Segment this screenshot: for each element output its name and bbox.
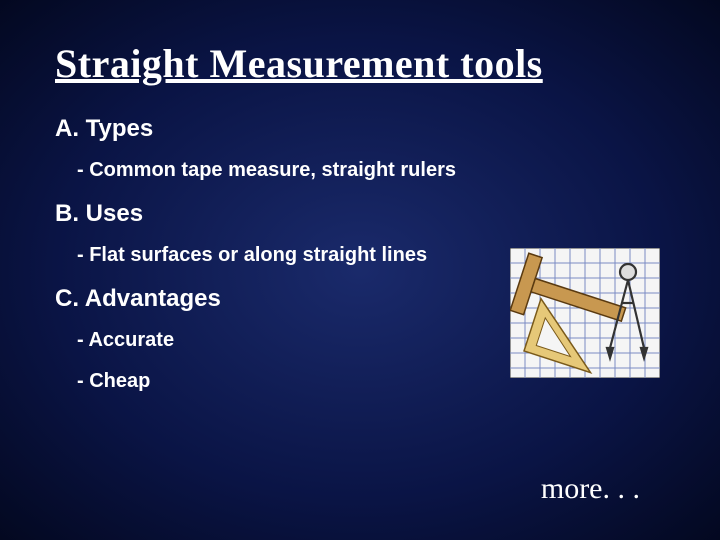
bullet-item: - Common tape measure, straight rulers	[77, 159, 665, 182]
section-head-types: A. Types	[55, 115, 665, 143]
drafting-tools-icon	[510, 248, 660, 378]
more-link[interactable]: more. . .	[541, 472, 640, 506]
page-title: Straight Measurement tools	[55, 40, 665, 87]
slide: Straight Measurement tools A. Types - Co…	[0, 0, 720, 540]
section-head-uses: B. Uses	[55, 200, 665, 228]
